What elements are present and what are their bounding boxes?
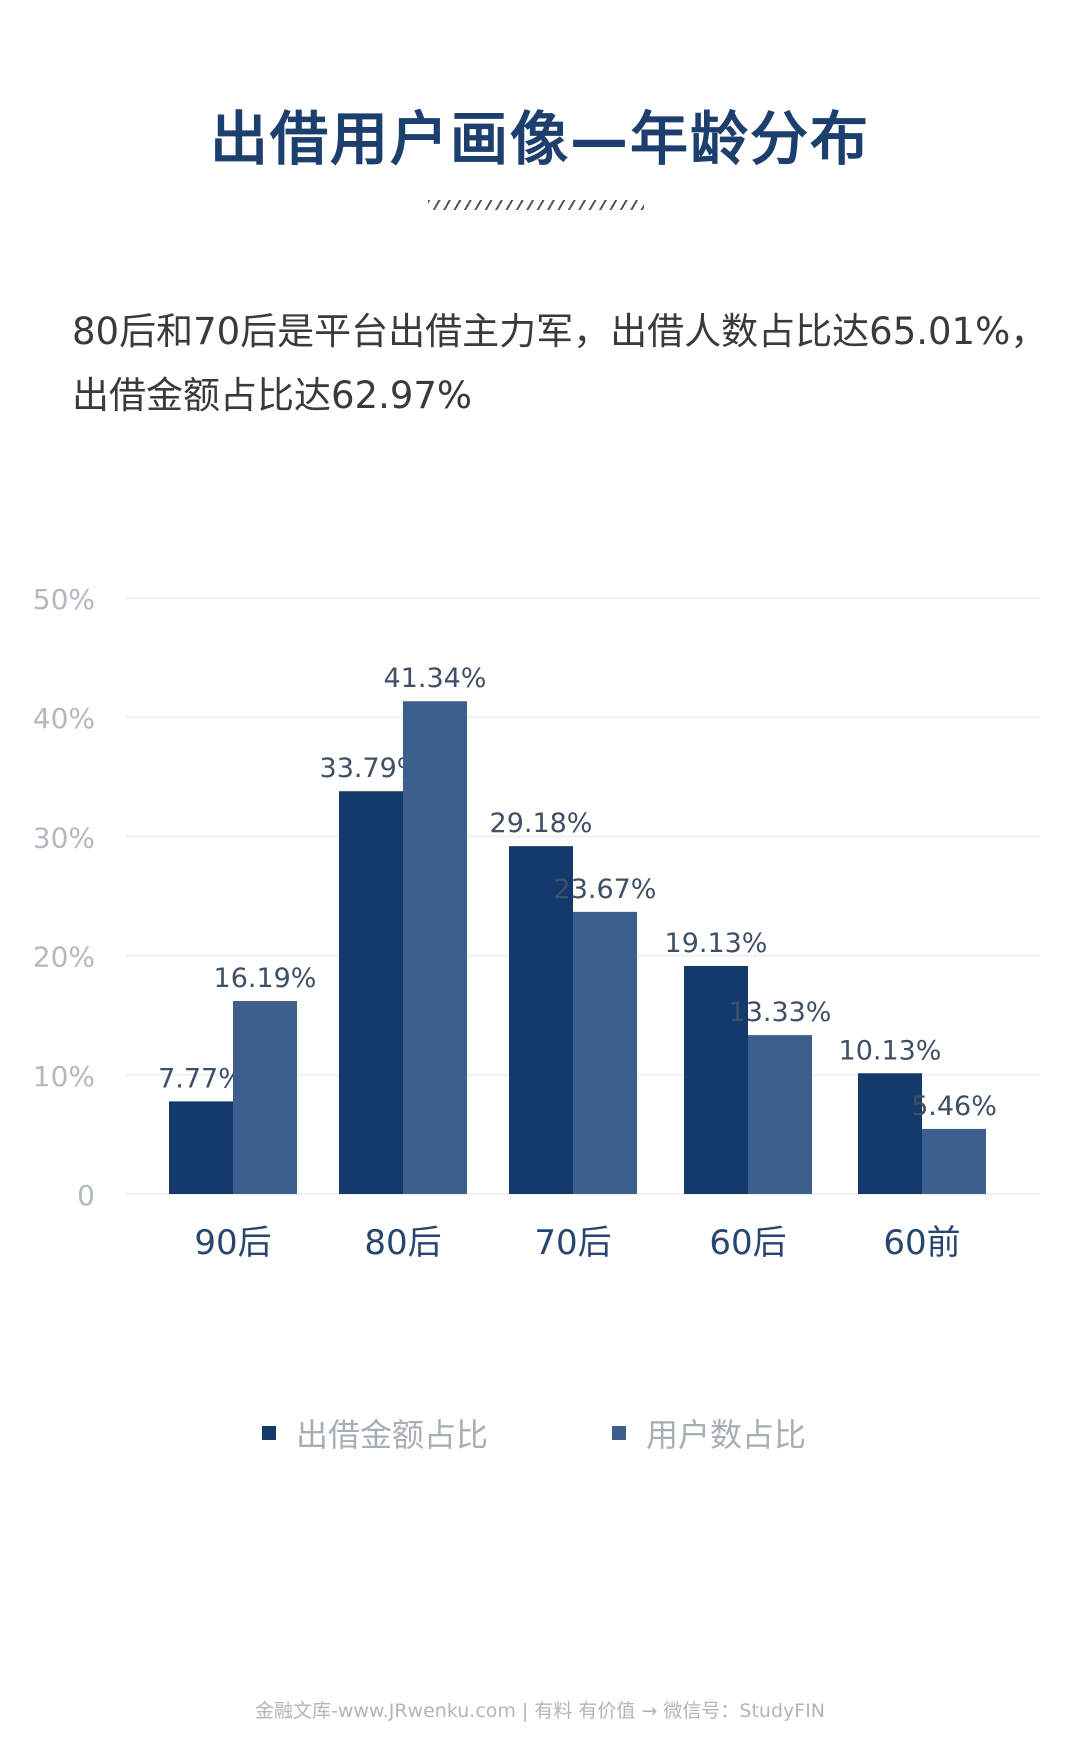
data-label: 10.13% <box>839 1035 942 1066</box>
data-label: 41.34% <box>384 663 487 694</box>
data-label: 19.13% <box>665 928 768 959</box>
y-tick-label: 40% <box>33 702 95 735</box>
data-label: 23.67% <box>554 874 657 905</box>
chart-legend: 出借金额占比 用户数占比 <box>0 1410 1080 1460</box>
legend-label-users: 用户数占比 <box>646 1416 807 1454</box>
bar-amount <box>509 846 573 1194</box>
x-category-label: 60前 <box>883 1223 960 1263</box>
title-divider <box>428 200 644 210</box>
bar-users <box>922 1128 986 1194</box>
bar-amount <box>858 1073 922 1194</box>
legend-swatch-amount <box>262 1426 276 1440</box>
summary-text: 80后和70后是平台出借主力军，出借人数占比达65.01%， 出借金额占比达62… <box>72 300 1048 428</box>
data-label: 16.19% <box>214 963 317 994</box>
legend-swatch-users <box>612 1426 626 1440</box>
y-tick-label: 50% <box>33 583 95 616</box>
bar-users <box>233 1001 297 1194</box>
age-distribution-bar-chart: 010%20%30%40%50%7.77%33.79%29.18%19.13%1… <box>33 583 1040 1263</box>
watermark-footer: 金融文库-www.JRwenku.com | 有料 有价值 → 微信号：Stud… <box>254 1700 826 1722</box>
y-tick-label: 0 <box>77 1179 95 1212</box>
legend-label-amount: 出借金额占比 <box>296 1416 489 1454</box>
legend-item-amount: 出借金额占比 <box>262 1410 488 1456</box>
legend-item-users: 用户数占比 <box>612 1410 806 1456</box>
summary-line-1: 80后和70后是平台出借主力军，出借人数占比达65.01%， <box>72 310 1048 353</box>
x-category-label: 70后 <box>534 1223 611 1263</box>
summary-line-2: 出借金额占比达62.97% <box>72 374 473 417</box>
page-title: 出借用户画像—年龄分布 <box>209 105 870 173</box>
x-category-label: 60后 <box>709 1223 786 1263</box>
bar-amount <box>339 791 403 1194</box>
data-label: 5.46% <box>911 1091 997 1122</box>
y-tick-label: 30% <box>33 821 95 854</box>
bar-users <box>573 911 637 1194</box>
y-tick-label: 20% <box>33 941 95 974</box>
x-category-label: 80后 <box>364 1223 441 1263</box>
y-tick-label: 10% <box>33 1060 95 1093</box>
bar-users <box>403 701 467 1194</box>
data-label: 7.77% <box>158 1063 244 1094</box>
data-label: 13.33% <box>729 997 832 1028</box>
x-category-label: 90后 <box>194 1223 271 1263</box>
bar-users <box>748 1035 812 1194</box>
bar-amount <box>169 1101 233 1194</box>
data-label: 29.18% <box>490 808 593 839</box>
bar-amount <box>684 965 748 1194</box>
